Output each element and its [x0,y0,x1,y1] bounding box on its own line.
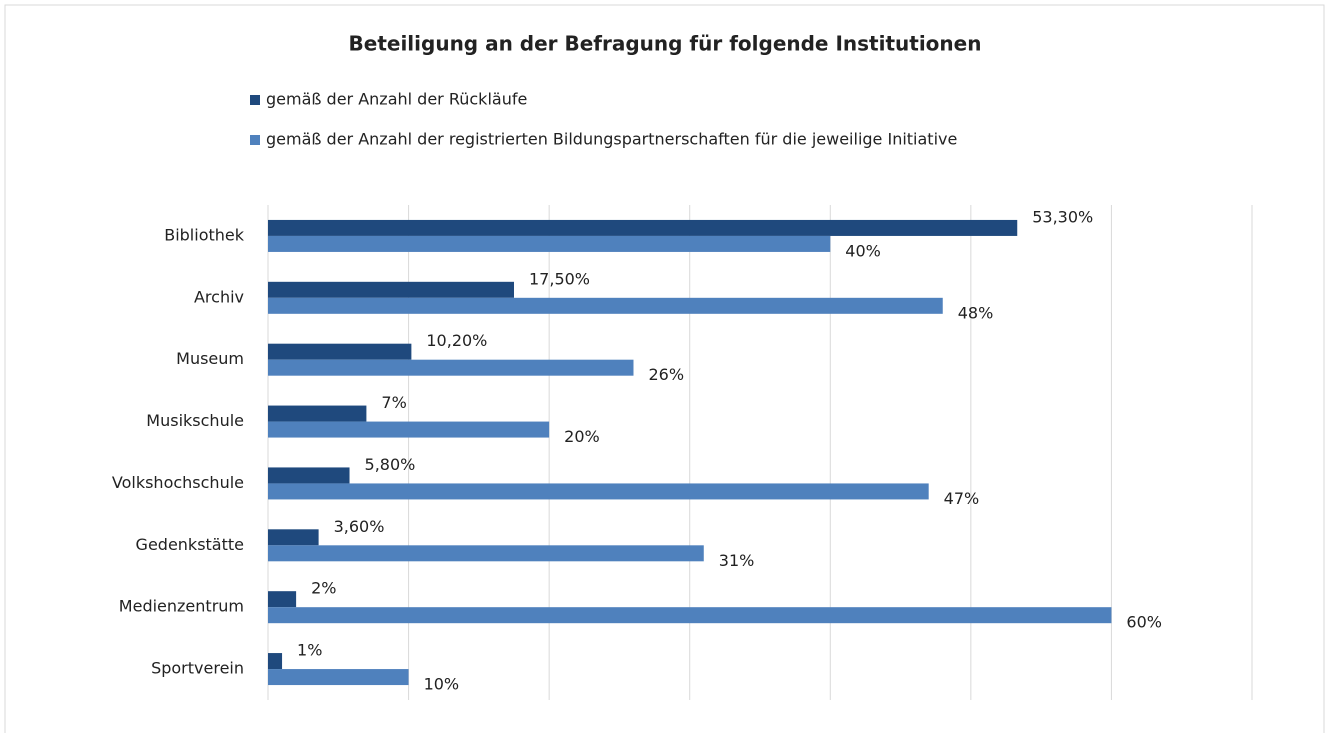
legend-label: gemäß der Anzahl der Rückläufe [266,90,527,109]
bar [268,669,409,686]
value-label: 31% [719,551,755,570]
value-label: 60% [1126,613,1162,632]
value-label: 10,20% [426,331,487,350]
value-label: 48% [958,303,994,322]
y-tick-label: Medienzentrum [119,597,244,616]
bar [268,529,319,546]
y-tick-label: Archiv [194,287,244,306]
y-tick-label: Gedenkstätte [136,535,244,554]
value-label: 20% [564,427,600,446]
legend-swatch [250,95,260,105]
value-label: 1% [297,641,322,660]
value-label: 3,60% [334,517,385,536]
chart-title: Beteiligung an der Befragung für folgend… [349,32,982,56]
bar [268,219,1018,236]
value-label: 17,50% [529,269,590,288]
value-label: 53,30% [1032,207,1093,226]
y-tick-label: Sportverein [151,659,244,678]
legend-swatch [250,135,260,145]
bar [268,653,283,670]
bar [268,235,831,252]
legend-label: gemäß der Anzahl der registrierten Bildu… [266,130,957,149]
value-label: 47% [944,489,980,508]
value-label: 2% [311,579,336,598]
bar [268,281,514,298]
value-label: 5,80% [365,455,416,474]
bar [268,545,704,562]
value-label: 10% [424,675,460,694]
bar [268,591,297,608]
y-tick-label: Museum [176,349,244,368]
y-tick-label: Volkshochschule [112,473,244,492]
bar [268,483,929,500]
value-label: 7% [381,393,406,412]
bar [268,359,634,376]
value-label: 26% [648,365,684,384]
y-tick-label: Bibliothek [164,225,245,244]
bar [268,467,350,484]
value-label: 40% [845,241,881,260]
y-tick-label: Musikschule [146,411,244,430]
bar [268,607,1112,624]
bar [268,297,943,314]
bar [268,421,550,438]
bar [268,405,367,422]
chart-frame [4,4,1325,733]
bar [268,343,412,360]
